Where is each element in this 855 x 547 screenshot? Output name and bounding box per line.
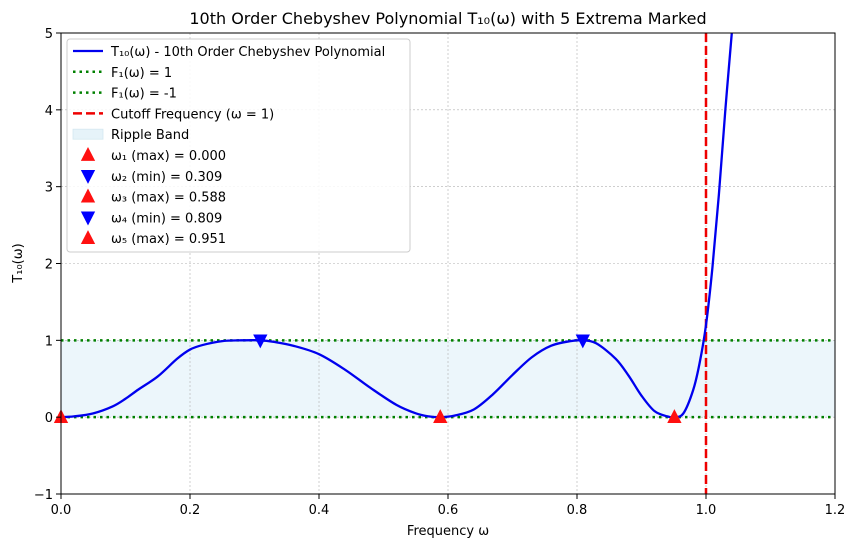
legend-entry-label: T₁₀(ω) - 10th Order Chebyshev Polynomial: [110, 45, 385, 60]
curve-layer: [61, 33, 733, 419]
extremum-marker: [433, 409, 448, 424]
legend-handle-band: [72, 128, 104, 140]
x-tick-label: 0.4: [309, 503, 330, 518]
legend-box: [66, 38, 411, 253]
legend-entry-label: ω₅ (max) = 0.951: [111, 232, 226, 247]
x-tick-label: 0.0: [51, 503, 72, 518]
y-tick-label: −1: [34, 488, 53, 503]
y-tick-label: 0: [45, 411, 53, 426]
x-axis-label: Frequency ω: [407, 524, 489, 539]
y-tick-label: 3: [45, 181, 53, 196]
legend-entry-label: ω₂ (min) = 0.309: [111, 170, 222, 185]
extremum-marker: [667, 409, 682, 424]
legend-entry-label: ω₃ (max) = 0.588: [111, 191, 226, 206]
y-tick-label: 2: [45, 258, 53, 273]
y-tick-label: 1: [45, 334, 53, 349]
ticks-layer: 0.0 0.2 0.4 0.6 0.8 1.0 1.2 −1 0 1 2 3 4 5: [34, 27, 846, 518]
legend-entry-label: ω₄ (min) = 0.809: [111, 211, 222, 226]
legend-handle-marker: [80, 169, 96, 184]
y-tick-label: 5: [45, 27, 53, 42]
legend-entry-label: Ripple Band: [111, 128, 189, 143]
chebyshev-curve: [61, 33, 733, 419]
legend-handle-marker: [80, 230, 96, 245]
x-tick-label: 0.8: [567, 503, 588, 518]
legend: T₁₀(ω) - 10th Order Chebyshev Polynomial…: [66, 38, 411, 253]
y-tick-label: 4: [45, 104, 53, 119]
x-tick-label: 1.0: [696, 503, 717, 518]
legend-entry-label: F₁(ω) = 1: [111, 66, 172, 81]
legend-handle-marker: [80, 188, 96, 203]
legend-entry-label: F₁(ω) = -1: [111, 87, 177, 102]
reference-lines-layer: [61, 33, 835, 494]
y-axis-label: T₁₀(ω): [11, 243, 26, 283]
extremum-marker: [253, 334, 268, 349]
legend-entry-label: Cutoff Frequency (ω = 1): [111, 107, 274, 122]
legend-handle-marker: [80, 211, 96, 226]
legend-handle-marker: [80, 146, 96, 161]
x-tick-label: 0.2: [180, 503, 201, 518]
extremum-marker: [575, 334, 590, 349]
chart-title: 10th Order Chebyshev Polynomial T₁₀(ω) w…: [189, 9, 706, 28]
legend-entry-label: ω₁ (max) = 0.000: [111, 149, 226, 164]
x-tick-label: 0.6: [438, 503, 459, 518]
x-tick-label: 1.2: [825, 503, 846, 518]
